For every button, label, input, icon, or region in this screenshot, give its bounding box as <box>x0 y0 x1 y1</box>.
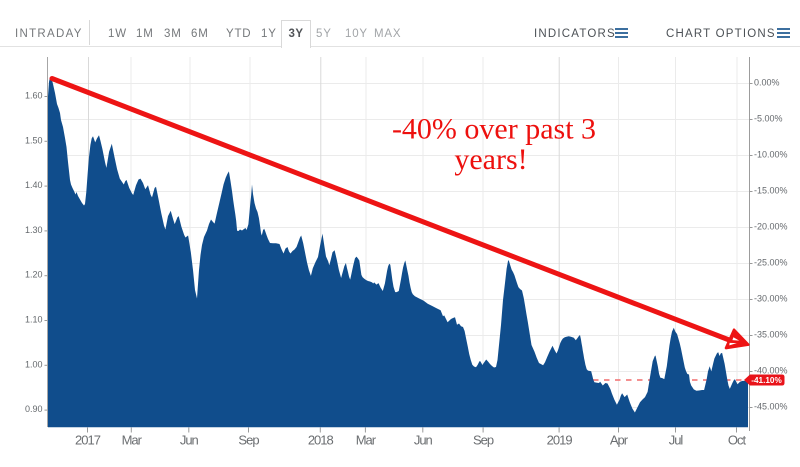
svg-text:Mar: Mar <box>356 433 377 448</box>
svg-text:-30.00%: -30.00% <box>754 294 788 304</box>
svg-text:Apr: Apr <box>610 433 629 448</box>
svg-text:Jul: Jul <box>669 433 684 448</box>
svg-text:Jun: Jun <box>414 433 433 448</box>
svg-text:-40% over past 3: -40% over past 3 <box>392 113 596 146</box>
svg-text:-20.00%: -20.00% <box>754 222 788 232</box>
svg-text:2018: 2018 <box>308 433 334 448</box>
svg-text:0.00%: 0.00% <box>754 78 780 88</box>
svg-text:2017: 2017 <box>75 433 101 448</box>
svg-text:1.60: 1.60 <box>25 91 43 101</box>
svg-text:Jun: Jun <box>180 433 199 448</box>
svg-text:1.50: 1.50 <box>25 135 43 145</box>
svg-text:1.40: 1.40 <box>25 180 43 190</box>
svg-text:Mar: Mar <box>122 433 143 448</box>
svg-text:Oct: Oct <box>728 433 747 448</box>
svg-text:years!: years! <box>454 143 527 176</box>
svg-text:1.30: 1.30 <box>25 225 43 235</box>
svg-text:1.00: 1.00 <box>25 359 43 369</box>
svg-text:-10.00%: -10.00% <box>754 150 788 160</box>
svg-text:-41.10%: -41.10% <box>751 376 782 385</box>
svg-text:-5.00%: -5.00% <box>754 114 783 124</box>
svg-text:2019: 2019 <box>547 433 573 448</box>
svg-text:Sep: Sep <box>238 433 259 448</box>
svg-text:-25.00%: -25.00% <box>754 258 788 268</box>
svg-text:-15.00%: -15.00% <box>754 186 788 196</box>
svg-text:0.90: 0.90 <box>25 404 43 414</box>
svg-text:1.10: 1.10 <box>25 315 43 325</box>
svg-text:-35.00%: -35.00% <box>754 330 788 340</box>
svg-text:Sep: Sep <box>473 433 494 448</box>
svg-text:-45.00%: -45.00% <box>754 402 788 412</box>
svg-text:1.20: 1.20 <box>25 270 43 280</box>
svg-text:-40.00%: -40.00% <box>754 366 788 376</box>
